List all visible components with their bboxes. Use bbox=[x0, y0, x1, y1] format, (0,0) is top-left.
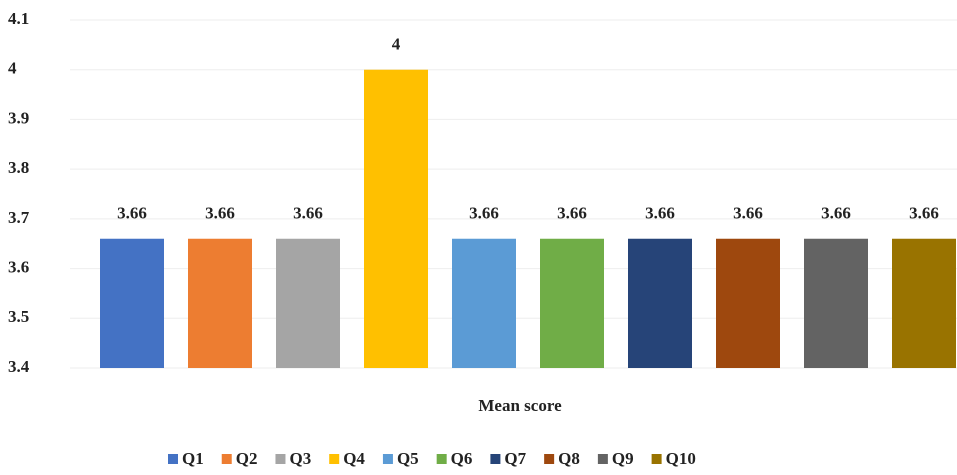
x-tick-label: Mean score bbox=[478, 396, 562, 415]
y-tick-label: 3.9 bbox=[8, 108, 29, 127]
y-tick-label: 3.5 bbox=[8, 307, 29, 326]
bar bbox=[892, 238, 956, 368]
legend-swatch bbox=[490, 454, 501, 464]
y-tick-label: 4.1 bbox=[8, 9, 29, 28]
data-label: 3.66 bbox=[205, 204, 235, 223]
bar bbox=[540, 238, 604, 368]
data-label: 3.66 bbox=[733, 204, 763, 223]
bar bbox=[188, 238, 252, 368]
bar bbox=[628, 238, 692, 368]
legend-swatch bbox=[329, 454, 340, 464]
bar bbox=[716, 238, 780, 368]
y-tick-label: 3.4 bbox=[8, 357, 30, 376]
legend-label: Q1 bbox=[182, 449, 204, 468]
y-tick-label: 3.6 bbox=[8, 257, 29, 276]
legend-swatch bbox=[651, 454, 662, 464]
legend-label: Q8 bbox=[558, 449, 580, 468]
bar bbox=[452, 238, 516, 368]
legend-swatch bbox=[436, 454, 447, 464]
data-label: 3.66 bbox=[117, 204, 147, 223]
legend-label: Q6 bbox=[451, 449, 473, 468]
data-label: 3.66 bbox=[821, 204, 851, 223]
legend-label: Q4 bbox=[343, 449, 365, 468]
legend-swatch bbox=[221, 454, 232, 464]
legend-swatch bbox=[168, 454, 178, 464]
legend-swatch bbox=[544, 454, 555, 464]
bar bbox=[364, 69, 428, 368]
legend-label: Q7 bbox=[504, 449, 526, 468]
bar bbox=[276, 238, 340, 368]
y-tick-label: 3.7 bbox=[8, 208, 30, 227]
data-label: 3.66 bbox=[909, 204, 939, 223]
y-tick-label: 4 bbox=[8, 59, 17, 78]
legend-swatch bbox=[597, 454, 608, 464]
y-tick-label: 3.8 bbox=[8, 158, 29, 177]
legend-label: Q3 bbox=[289, 449, 311, 468]
legend-swatch bbox=[382, 454, 393, 464]
legend-label: Q5 bbox=[397, 449, 419, 468]
data-label: 4 bbox=[392, 35, 401, 54]
legend-label: Q10 bbox=[666, 449, 696, 468]
legend-label: Q2 bbox=[236, 449, 258, 468]
data-label: 3.66 bbox=[293, 204, 323, 223]
data-label: 3.66 bbox=[645, 204, 675, 223]
legend-label: Q9 bbox=[612, 449, 634, 468]
bar bbox=[804, 238, 868, 368]
legend-swatch bbox=[275, 454, 286, 464]
data-label: 3.66 bbox=[557, 204, 587, 223]
data-label: 3.66 bbox=[469, 204, 499, 223]
bar bbox=[100, 238, 164, 368]
